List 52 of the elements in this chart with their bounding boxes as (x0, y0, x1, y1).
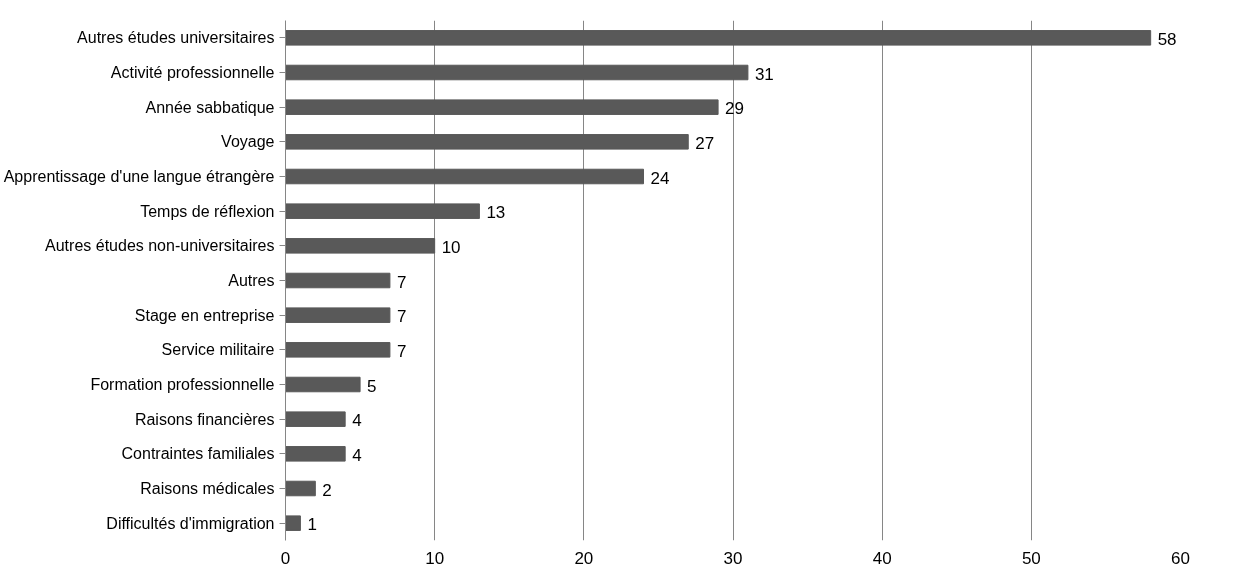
x-tick-label: 40 (872, 548, 892, 568)
x-tick-label: 50 (1021, 548, 1041, 568)
y-tick-label: Raisons financières (134, 410, 275, 428)
bar (285, 446, 346, 462)
data-label: 10 (441, 237, 461, 257)
bar (285, 134, 689, 150)
bar (285, 307, 391, 323)
bar (285, 411, 346, 427)
y-tick-label: Apprentissage d'une langue étrangère (3, 168, 275, 185)
data-label: 29 (725, 99, 745, 119)
data-label: 13 (486, 203, 506, 223)
y-tick-label: Année sabbatique (145, 98, 275, 116)
bar (285, 64, 749, 81)
data-label: 24 (650, 168, 670, 188)
data-label: 7 (396, 272, 407, 292)
bar (285, 99, 719, 115)
x-tick-label: 10 (425, 548, 445, 568)
bar (285, 376, 361, 393)
data-label: 58 (1157, 29, 1177, 49)
bar (285, 203, 480, 219)
y-tick-label: Autres études non-universitaires (45, 237, 275, 255)
y-tick-label: Temps de réflexion (140, 202, 275, 220)
data-label: 1 (307, 515, 317, 535)
x-tick-label: 30 (723, 548, 743, 568)
bar (285, 342, 391, 358)
x-tick-label: 60 (1171, 548, 1190, 568)
y-tick-label: Contraintes familiales (121, 445, 275, 463)
data-label: 4 (352, 411, 362, 431)
y-tick-label: Voyage (221, 133, 275, 151)
bar (285, 515, 301, 531)
y-tick-label: Stage en entreprise (134, 306, 275, 324)
y-tick-label: Difficultés d'immigration (106, 514, 275, 532)
bar (285, 168, 644, 185)
y-tick-label: Autres (228, 272, 275, 289)
data-label: 7 (396, 307, 407, 327)
data-label: 2 (322, 480, 332, 500)
data-label: 31 (754, 64, 774, 84)
bar (285, 480, 316, 497)
y-tick-label: Autres études universitaires (77, 29, 275, 47)
data-label: 5 (367, 376, 377, 396)
data-label: 7 (396, 341, 407, 361)
bar (285, 30, 1152, 46)
x-tick-label: 20 (574, 548, 594, 568)
data-label: 27 (695, 133, 715, 153)
y-tick-label: Formation professionnelle (90, 376, 275, 393)
y-tick-label: Raisons médicales (140, 480, 275, 497)
bar (285, 238, 436, 254)
y-tick-label: Activité professionnelle (110, 64, 275, 81)
bar (285, 272, 391, 289)
x-tick-label: 0 (280, 548, 291, 568)
data-label: 4 (352, 445, 362, 465)
y-tick-label: Service militaire (161, 341, 275, 359)
